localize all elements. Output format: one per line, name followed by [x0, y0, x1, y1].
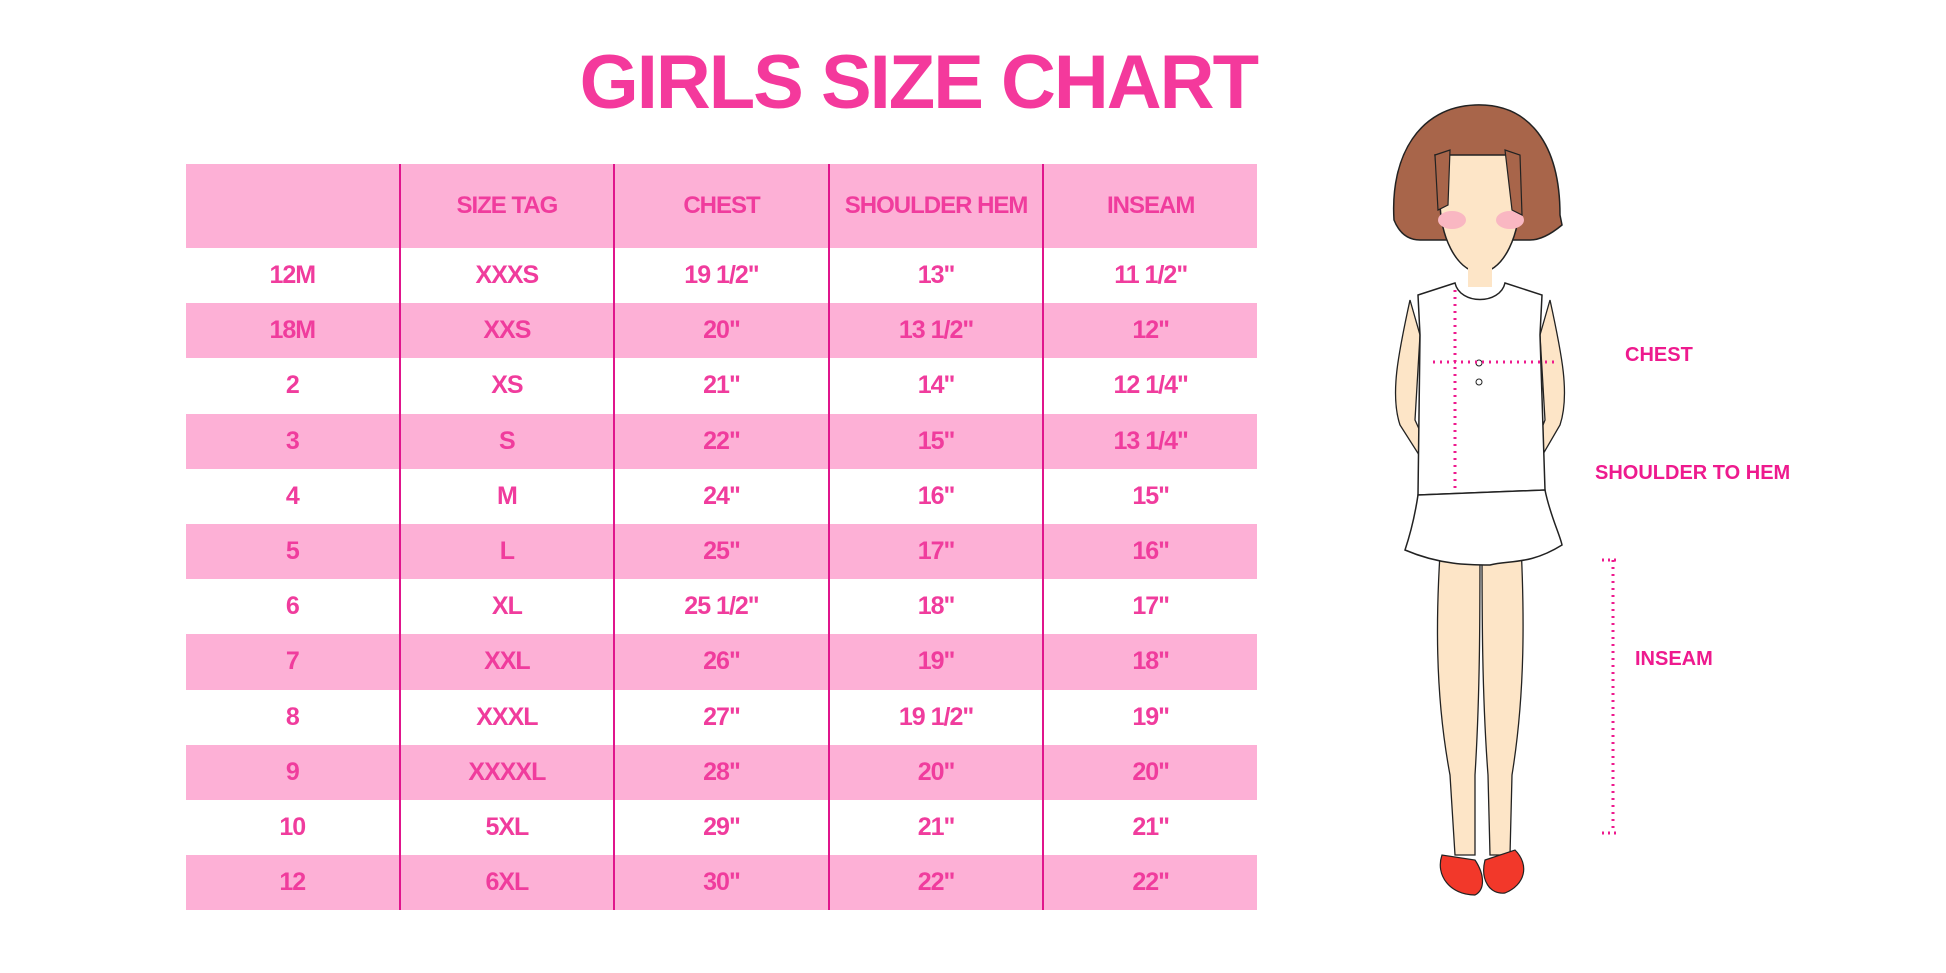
table-cell: XXXL	[398, 689, 615, 745]
table-row: 12 6XL 30" 22" 22"	[186, 855, 1257, 911]
size-table: SIZE TAG CHEST SHOULDER HEM INSEAM 12M XXXS 19…	[186, 164, 1257, 911]
table-cell: 16"	[827, 468, 1044, 524]
table-cell: 6	[285, 592, 300, 621]
table-cell: 28"	[613, 744, 829, 800]
table-row: 8 XXXL 27" 19 1/2" 19"	[186, 689, 1257, 745]
table-cell: 13 1/4"	[1042, 413, 1257, 469]
table-cell: 19 1/2"	[613, 248, 829, 304]
table-cell: 17"	[827, 523, 1044, 580]
table-cell: XS	[398, 358, 615, 414]
table-cell: 3	[186, 413, 400, 469]
cheek	[1496, 211, 1524, 229]
table-cell: 18M	[186, 303, 400, 359]
button	[1475, 378, 1483, 386]
table-cell: 22"	[827, 855, 1044, 911]
header-row: SIZE TAG CHEST SHOULDER HEM INSEAM	[186, 164, 1257, 248]
column-header: SIZE TAG	[398, 164, 615, 248]
table-cell: 17"	[1042, 579, 1257, 635]
table-cell: 21"	[1042, 799, 1257, 856]
table-row: 5 L 25" 17" 16"	[186, 523, 1257, 580]
table-cell: 25"	[613, 523, 829, 580]
table-cell: 18"	[827, 579, 1044, 635]
column-header: INSEAM	[1042, 164, 1257, 248]
table-cell: 18"	[1042, 634, 1257, 690]
table-cell: 22"	[613, 413, 829, 469]
table-row: 10 5XL 29" 21" 21"	[186, 799, 1257, 856]
table-cell: M	[398, 468, 615, 524]
table-cell: 12	[186, 855, 400, 911]
cheek	[1438, 211, 1466, 229]
table-cell: 13 1/2"	[827, 303, 1044, 359]
table-cell: 11 1/2"	[1042, 248, 1257, 304]
table-cell: 12M	[269, 261, 316, 290]
leg	[1436, 524, 1481, 856]
table-cell: 6XL	[398, 855, 615, 911]
hair-fringe	[1434, 149, 1523, 216]
shoulder-to-hem-label: SHOULDER TO HEM	[1595, 462, 1791, 484]
table-cell: 9	[186, 744, 400, 800]
top	[1417, 282, 1546, 496]
table-row: 12M XXXS 19 1/2" 13" 11 1/2"	[186, 248, 1257, 304]
shoe	[1439, 854, 1484, 896]
table-cell: 5XL	[398, 799, 615, 856]
table-cell: 30"	[613, 855, 829, 911]
table-cell: 4	[285, 481, 300, 510]
table-cell: 25 1/2"	[613, 579, 829, 635]
table-cell: 10	[279, 812, 306, 841]
table-cell: 20"	[827, 744, 1044, 800]
table-row: 18M XXS 20" 13 1/2" 12"	[186, 303, 1257, 359]
table-cell: 8	[285, 702, 300, 731]
shorts	[1404, 489, 1563, 566]
table-cell: XXS	[398, 303, 615, 359]
table-cell: 22"	[1042, 855, 1257, 911]
table-cell: S	[398, 413, 615, 469]
table-cell: 14"	[827, 358, 1044, 414]
table-cell: 12 1/4"	[1042, 358, 1257, 414]
table-row: 3 S 22" 15" 13 1/4"	[186, 413, 1257, 469]
column-header: SHOULDER HEM	[827, 164, 1044, 248]
table-cell: XXXS	[398, 248, 615, 304]
table-cell: L	[398, 523, 615, 580]
table-cell: 26"	[613, 634, 829, 690]
chest-label: CHEST	[1625, 344, 1693, 366]
table-cell: 27"	[613, 689, 829, 745]
table-cell: 19"	[827, 634, 1044, 690]
table-cell: XXXXL	[398, 744, 615, 800]
leg	[1481, 524, 1524, 856]
table-cell: 15"	[827, 413, 1044, 469]
table-cell: 12"	[1042, 303, 1257, 359]
table-cell: 5	[186, 523, 400, 580]
table-row: 9 XXXXL 28" 20" 20"	[186, 744, 1257, 800]
table-cell: 24"	[613, 468, 829, 524]
girl-illustration	[1392, 104, 1616, 896]
neck	[1468, 267, 1492, 287]
table-cell: 16"	[1042, 523, 1257, 580]
table-cell: XL	[398, 579, 615, 635]
page-title: GIRLS SIZE CHART	[579, 40, 1259, 125]
table-row: 6 XL 25 1/2" 18" 17"	[186, 579, 1257, 635]
table-cell: 19"	[1042, 689, 1257, 745]
table-cell: XXL	[398, 634, 615, 690]
shoe	[1483, 849, 1525, 894]
table-cell: 20"	[1042, 744, 1257, 800]
table-row: 2 XS 21" 14" 12 1/4"	[186, 358, 1257, 414]
table-cell: 21"	[827, 799, 1044, 856]
table-row: 4 M 24" 16" 15"	[186, 468, 1257, 524]
inseam-label: INSEAM	[1635, 648, 1713, 670]
table-cell: 15"	[1042, 468, 1257, 524]
table-cell: 13"	[827, 248, 1044, 304]
table-cell: 7	[186, 634, 400, 690]
table-row: 7 XXL 26" 19" 18"	[186, 634, 1257, 690]
table-cell: 21"	[613, 358, 829, 414]
column-header	[186, 164, 400, 248]
table-cell: 29"	[613, 799, 829, 856]
table-cell: 20"	[613, 303, 829, 359]
table-cell: 19 1/2"	[827, 689, 1044, 745]
table-cell: 2	[285, 371, 300, 400]
column-header: CHEST	[613, 164, 829, 248]
